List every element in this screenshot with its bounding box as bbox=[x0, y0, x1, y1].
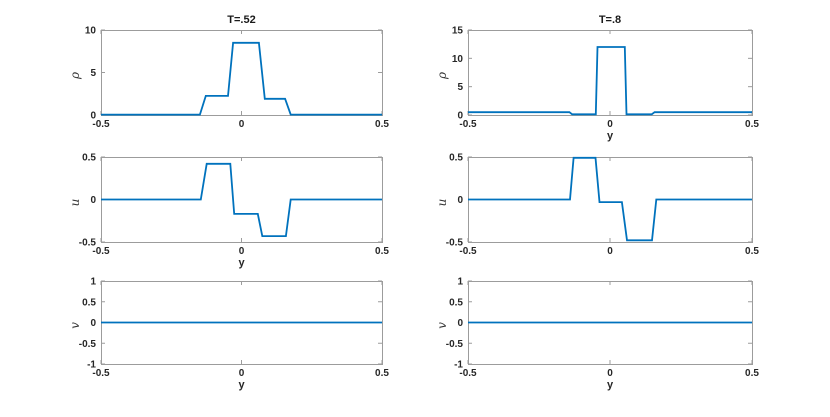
subplot-u-t052: -0.5 0 0.5 -0.5 0 0.5 y u bbox=[68, 153, 389, 270]
y-tick-label: -1 bbox=[87, 360, 96, 371]
y-axis-label: v bbox=[435, 322, 449, 329]
y-axis-label: u bbox=[435, 199, 449, 207]
y-tick-label: 0 bbox=[457, 195, 463, 206]
y-tick-label: 0 bbox=[457, 111, 463, 122]
y-axis-label: u bbox=[68, 199, 82, 207]
subplot-u-t08: -0.5 0 0.5 -0.5 0 0.5 u bbox=[435, 153, 759, 258]
x-tick-label: 0 bbox=[239, 368, 245, 379]
y-axis-label: ρ bbox=[435, 72, 449, 80]
x-tick-label: -0.5 bbox=[92, 368, 110, 379]
axes-frame bbox=[468, 30, 753, 116]
x-tick-label: 0.5 bbox=[375, 246, 389, 257]
x-tick-label: -0.5 bbox=[459, 119, 477, 130]
y-tick-label: 5 bbox=[90, 68, 96, 79]
y-tick-label: -0.5 bbox=[79, 238, 97, 249]
y-axis-label: ρ bbox=[68, 72, 82, 80]
y-tick-label: 0 bbox=[457, 318, 463, 329]
subplot-title: T=.52 bbox=[227, 14, 255, 26]
y-tick-label: 1 bbox=[90, 277, 96, 288]
x-axis-label: y bbox=[607, 130, 614, 142]
y-tick-label: -1 bbox=[454, 360, 463, 371]
subplot-title: T=.8 bbox=[599, 14, 621, 26]
y-tick-label: -0.5 bbox=[446, 238, 464, 249]
y-tick-label: 0.5 bbox=[449, 297, 463, 308]
x-tick-label: -0.5 bbox=[92, 246, 110, 257]
y-axis-label: v bbox=[68, 322, 82, 329]
x-tick-label: 0.5 bbox=[375, 368, 389, 379]
series-line-rho bbox=[468, 46, 752, 116]
x-axis-label: y bbox=[607, 379, 614, 391]
y-tick-label: -0.5 bbox=[446, 339, 464, 350]
x-tick-label: 0 bbox=[607, 246, 613, 257]
y-tick-label: 10 bbox=[85, 26, 97, 37]
x-tick-label: 0.5 bbox=[375, 119, 389, 130]
x-axis-label: y bbox=[238, 257, 245, 269]
x-axis-label: y bbox=[238, 379, 245, 391]
x-tick-label: 0 bbox=[239, 119, 245, 130]
y-tick-label: 0 bbox=[90, 318, 96, 329]
x-tick-label: 0 bbox=[607, 119, 613, 130]
x-tick-label: 0.5 bbox=[745, 119, 759, 130]
y-tick-label: 1 bbox=[457, 277, 463, 288]
y-tick-label: 0.5 bbox=[82, 297, 96, 308]
x-tick-label: -0.5 bbox=[459, 368, 477, 379]
series-line-rho bbox=[101, 41, 382, 116]
x-tick-label: 0.5 bbox=[745, 246, 759, 257]
y-tick-label: 0.5 bbox=[449, 153, 463, 164]
y-tick-label: 15 bbox=[452, 26, 464, 37]
x-tick-label: -0.5 bbox=[459, 246, 477, 257]
series-line-u bbox=[101, 162, 382, 238]
y-tick-label: 10 bbox=[452, 54, 464, 65]
y-tick-label: -0.5 bbox=[79, 339, 97, 350]
y-tick-label: 0 bbox=[90, 195, 96, 206]
x-tick-label: -0.5 bbox=[92, 119, 110, 130]
y-tick-label: 0 bbox=[90, 111, 96, 122]
y-tick-label: 5 bbox=[457, 82, 463, 93]
y-tick-label: 0.5 bbox=[82, 153, 96, 164]
series-line-u bbox=[468, 156, 752, 242]
x-tick-label: 0 bbox=[239, 246, 245, 257]
x-tick-label: 0.5 bbox=[745, 368, 759, 379]
x-tick-label: 0 bbox=[607, 368, 613, 379]
